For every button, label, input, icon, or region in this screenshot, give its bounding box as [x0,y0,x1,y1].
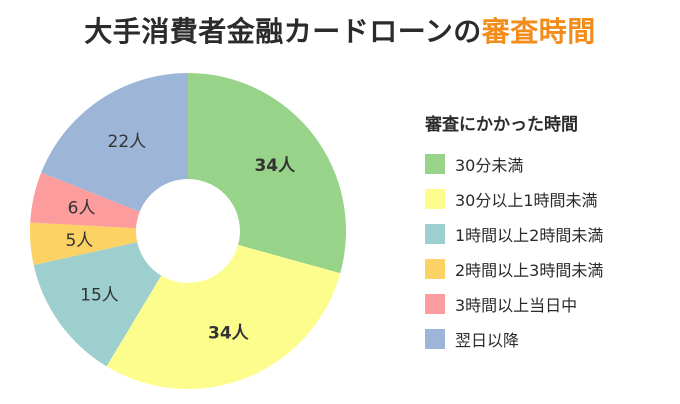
legend-items: 30分未満 30分以上1時間未満 1時間以上2時間未満 2時間以上3時間未満 3時間以上… [425,149,675,353]
legend-swatch [425,293,445,314]
donut-slice-2 [106,244,341,389]
legend-swatch [425,223,445,244]
legend-title: 審査にかかった時間 [425,115,578,135]
donut-slice-5 [30,172,140,229]
slice-label-4: 5人 [65,231,93,251]
chart-title-accent: 審査時間 [481,15,596,48]
legend-swatch [425,188,445,209]
legend: 審査にかかった時間 30分未満 30分以上1時間未満 1時間以上2時間未満 2時間以上… [425,110,675,359]
legend-item: 翌日以降 [425,324,675,353]
legend-item: 2時間以上3時間未満 [425,254,675,283]
slice-label-6: 22人 [108,132,147,152]
legend-item: 1時間以上2時間未満 [425,219,675,248]
legend-swatch [425,153,445,174]
legend-swatch [425,258,445,279]
legend-swatch [425,328,445,349]
donut-slice-6 [41,73,188,212]
slice-label-2: 34人 [208,323,250,343]
legend-item: 30分以上1時間未満 [425,184,675,213]
legend-label: 1時間以上2時間未満 [455,225,604,245]
slice-label-5: 6人 [68,199,96,219]
legend-label: 3時間以上当日中 [455,295,578,315]
legend-label: 翌日以降 [455,330,520,350]
chart-title: 大手消費者金融カードローンの審査時間 [0,10,680,50]
legend-item: 30分未満 [425,149,675,178]
donut-slice-4 [29,222,138,265]
legend-label: 2時間以上3時間未満 [455,260,604,280]
legend-label: 30分以上1時間未満 [455,190,598,210]
slice-label-1: 34人 [254,156,296,176]
legend-label: 30分未満 [455,155,524,175]
slice-label-3: 15人 [80,286,119,306]
donut-slice-3 [33,242,162,367]
legend-item: 3時間以上当日中 [425,289,675,318]
donut-slice-1 [188,73,346,274]
chart-title-main: 大手消費者金融カードローンの [84,15,482,48]
